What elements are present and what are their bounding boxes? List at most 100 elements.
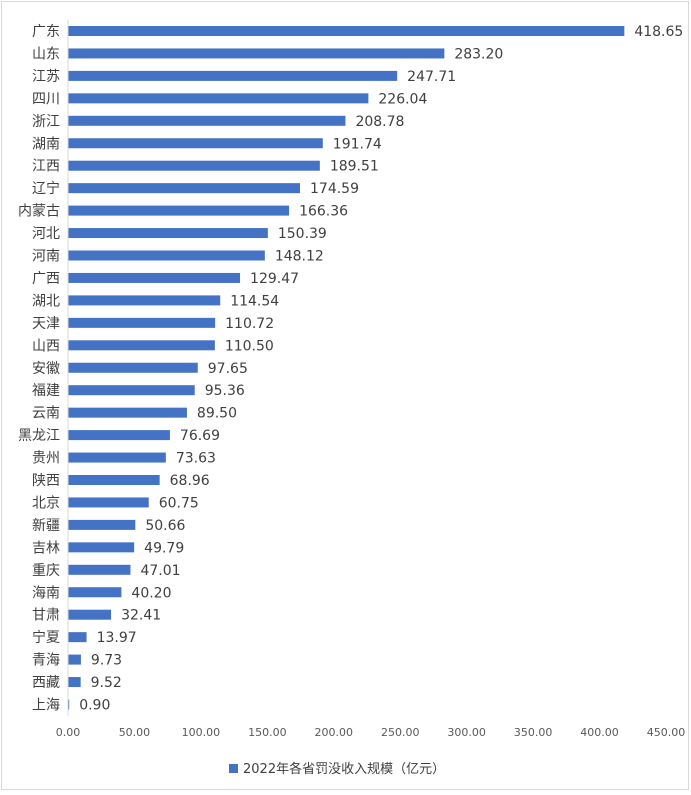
category-label: 云南 [32, 406, 60, 422]
value-label: 60.75 [159, 495, 199, 511]
value-label: 9.52 [91, 675, 122, 691]
category-label: 江苏 [32, 69, 60, 85]
category-label: 甘肃 [32, 608, 60, 624]
bar [68, 677, 81, 688]
value-label: 166.36 [299, 204, 348, 220]
bar [68, 564, 131, 575]
value-label: 0.90 [79, 698, 110, 714]
bar [68, 138, 323, 149]
category-label: 湖南 [32, 136, 60, 152]
x-tick-label: 50.00 [119, 726, 151, 739]
category-label: 浙江 [32, 114, 60, 130]
bar [68, 295, 221, 306]
bar [68, 430, 170, 441]
value-label: 110.72 [225, 316, 274, 332]
category-label: 吉林 [32, 540, 60, 556]
category-label: 宁夏 [32, 629, 60, 646]
category-label: 天津 [32, 316, 60, 332]
x-tick-label: 250.00 [381, 726, 420, 739]
bar [68, 475, 160, 485]
bar [68, 115, 346, 126]
category-label: 西藏 [32, 675, 60, 691]
category-label: 广东 [32, 24, 60, 40]
value-label: 150.39 [278, 226, 327, 242]
category-label: 江西 [32, 159, 60, 175]
value-label: 129.47 [250, 271, 299, 287]
bar [68, 183, 301, 194]
x-tick-label: 0.00 [56, 726, 81, 739]
value-label: 68.96 [170, 473, 210, 489]
x-tick-label: 200.00 [315, 726, 354, 739]
bar [68, 407, 187, 418]
category-label: 河北 [32, 226, 60, 242]
x-tick-label: 150.00 [248, 726, 287, 739]
value-label: 50.66 [145, 518, 185, 534]
bar [68, 609, 112, 620]
category-label: 海南 [32, 585, 60, 601]
bar [68, 48, 445, 59]
bar [68, 654, 81, 665]
bar [68, 632, 87, 643]
bar [68, 228, 268, 239]
legend-label: 2022年各省罚没收入规模（亿元） [243, 761, 445, 777]
value-label: 76.69 [180, 428, 220, 444]
category-label: 湖北 [32, 293, 60, 309]
bar [68, 542, 135, 553]
category-label: 青海 [32, 653, 60, 669]
x-tick-label: 300.00 [447, 726, 486, 739]
category-label: 新疆 [32, 518, 60, 534]
bar [68, 205, 290, 216]
value-label: 95.36 [205, 383, 245, 399]
legend-swatch [229, 764, 238, 773]
category-label: 贵州 [32, 451, 60, 467]
value-label: 189.51 [330, 159, 379, 175]
category-label: 北京 [32, 495, 60, 511]
bar [68, 362, 198, 373]
x-tick-labels-group: 0.00 50.00 100.00 150.00 200.00 250.00 300.00 3… [56, 726, 686, 739]
category-label: 山东 [32, 46, 60, 62]
bar [68, 385, 195, 396]
value-label: 49.79 [144, 540, 184, 556]
value-label: 13.97 [97, 630, 137, 646]
value-label: 89.50 [197, 406, 237, 422]
category-label: 四川 [32, 91, 60, 107]
value-labels-group: 418.65 283.20 247.71 226.04 208.78 191.74 189.… [79, 24, 683, 714]
value-label: 174.59 [310, 181, 359, 197]
bar [68, 70, 398, 81]
value-label: 208.78 [355, 114, 404, 130]
category-label: 安徽 [32, 361, 60, 377]
category-label: 陕西 [32, 473, 60, 489]
value-label: 191.74 [333, 136, 382, 152]
value-label: 97.65 [208, 361, 248, 377]
bar [68, 452, 166, 463]
bar [68, 699, 70, 710]
category-label: 广西 [32, 271, 60, 287]
x-tick-label: 450.00 [647, 726, 686, 739]
category-label: 内蒙古 [18, 204, 60, 220]
bar [68, 497, 149, 508]
x-tick-label: 100.00 [182, 726, 221, 739]
bar [68, 250, 265, 261]
value-label: 32.41 [121, 608, 161, 624]
x-tick-label: 400.00 [580, 726, 619, 739]
bars-group [68, 26, 625, 710]
category-label: 上海 [32, 698, 60, 714]
value-label: 247.71 [407, 69, 456, 85]
category-label: 辽宁 [32, 180, 60, 197]
value-label: 47.01 [140, 563, 180, 579]
legend: 2022年各省罚没收入规模（亿元） [229, 761, 445, 777]
value-label: 73.63 [176, 451, 216, 467]
value-label: 110.50 [225, 338, 274, 354]
value-label: 114.54 [230, 293, 279, 309]
category-label: 山西 [32, 338, 60, 354]
value-label: 40.20 [131, 585, 171, 601]
category-label: 重庆 [32, 563, 60, 579]
value-label: 418.65 [634, 24, 683, 40]
value-label: 226.04 [378, 91, 427, 107]
bar [68, 340, 215, 351]
value-label: 283.20 [454, 46, 503, 62]
bar [68, 519, 136, 530]
bar [68, 93, 369, 104]
